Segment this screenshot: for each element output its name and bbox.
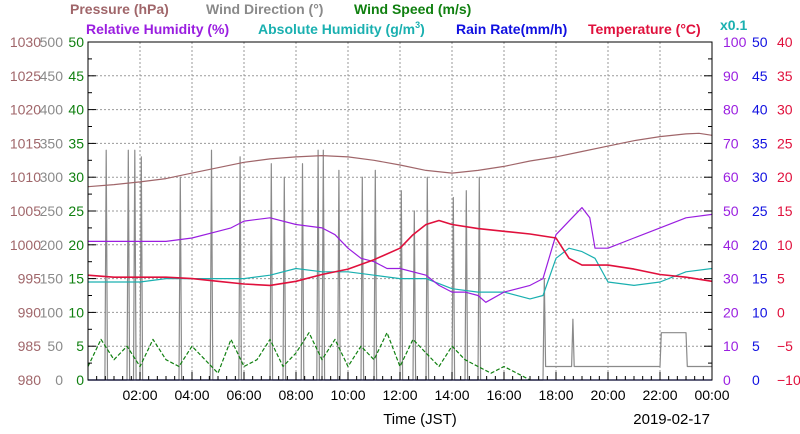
wind-speed-tick-label: 20 — [68, 237, 84, 253]
rain-rate-tick-label: 40 — [752, 102, 768, 118]
rh-tick-label: 0 — [723, 372, 731, 388]
temperature-tick-label: 15 — [777, 203, 793, 219]
x-tick-label: 08:00 — [278, 387, 313, 403]
date-label: 2019-02-17 — [633, 411, 710, 428]
wind-speed-tick-label: 30 — [68, 169, 84, 185]
wind-direction-tick-label: 400 — [40, 102, 64, 118]
legend-relative-humidity: Relative Humidity (%) — [86, 21, 229, 37]
x-tick-label: 00:00 — [694, 387, 729, 403]
wind-speed-tick-label: 45 — [68, 68, 84, 84]
x-tick-label: 20:00 — [590, 387, 625, 403]
legend-wind-direction: Wind Direction (°) — [206, 1, 323, 17]
legend-wind-speed: Wind Speed (m/s) — [354, 1, 471, 17]
legend: Pressure (hPa) Wind Direction (°) Wind S… — [70, 1, 747, 37]
wind-direction-tick-label: 450 — [40, 68, 64, 84]
series-wind-speed-m-s — [87, 332, 531, 381]
x-tick-label: 12:00 — [382, 387, 417, 403]
series-pressure-hpa — [87, 132, 713, 188]
rain-rate-tick-label: 45 — [752, 68, 768, 84]
wind-direction-tick-label: 250 — [40, 203, 64, 219]
x-tick-label: 02:00 — [122, 387, 157, 403]
wind-speed-tick-label: 5 — [76, 338, 84, 354]
rain-rate-tick-label: 50 — [752, 34, 768, 50]
wind-direction-tick-label: 100 — [40, 304, 64, 320]
x-tick-label: 22:00 — [642, 387, 677, 403]
wind-speed-tick-label: 10 — [68, 304, 84, 320]
legend-absolute-humidity-text: Absolute Humidity (g/m — [258, 21, 415, 37]
rain-rate-tick-label: 20 — [752, 237, 768, 253]
legend-rain-rate: Rain Rate(mm/h) — [456, 21, 567, 37]
temperature-tick-label: 10 — [777, 237, 793, 253]
x-tick-label: 14:00 — [434, 387, 469, 403]
pressure-tick-label: 1025 — [10, 68, 41, 84]
wind-direction-tick-label: 350 — [40, 135, 64, 151]
x-tick-label: 10:00 — [330, 387, 365, 403]
wind-direction-tick-label: 500 — [40, 34, 64, 50]
rain-rate-tick-label: 35 — [752, 135, 768, 151]
series-relative-humidity — [88, 207, 713, 303]
rh-tick-label: 90 — [723, 68, 739, 84]
rh-tick-label: 60 — [723, 169, 739, 185]
pressure-tick-label: 1015 — [10, 135, 41, 151]
rh-tick-label: 100 — [723, 34, 747, 50]
wind-direction-tick-label: 0 — [55, 372, 63, 388]
wind-direction-tick-label: 150 — [40, 271, 64, 287]
rh-tick-label: 50 — [723, 203, 739, 219]
rain-rate-tick-label: 10 — [752, 304, 768, 320]
pressure-tick-label: 1010 — [10, 169, 41, 185]
wind-speed-tick-label: 25 — [68, 203, 84, 219]
rain-rate-tick-label: 30 — [752, 169, 768, 185]
wind-speed-tick-label: 35 — [68, 135, 84, 151]
x-tick-label: 06:00 — [226, 387, 261, 403]
temperature-tick-label: 30 — [777, 102, 793, 118]
pressure-tick-label: 995 — [18, 271, 42, 287]
rh-tick-label: 20 — [723, 304, 739, 320]
pressure-tick-label: 985 — [18, 338, 42, 354]
wind-direction-tick-label: 50 — [47, 338, 63, 354]
x-axis-label: Time (JST) — [383, 411, 457, 428]
series-absolute-humidity-g-m3-x0-1 — [88, 247, 713, 300]
rh-tick-label: 10 — [723, 338, 739, 354]
temperature-tick-label: 35 — [777, 68, 793, 84]
rain-rate-tick-label: 0 — [752, 372, 760, 388]
legend-absolute-humidity-sup: 3 — [415, 20, 420, 30]
rain-rate-tick-label: 25 — [752, 203, 768, 219]
temperature-tick-label: 40 — [777, 34, 793, 50]
pressure-tick-label: 1005 — [10, 203, 41, 219]
temperature-tick-label: 20 — [777, 169, 793, 185]
series-temperature-c — [87, 219, 713, 287]
legend-pressure: Pressure (hPa) — [70, 1, 169, 17]
wind-direction-tick-label: 300 — [40, 169, 64, 185]
temperature-tick-label: −5 — [777, 338, 793, 354]
rh-tick-label: 80 — [723, 102, 739, 118]
wind-direction-tick-label: 200 — [40, 237, 64, 253]
wind-speed-tick-label: 50 — [68, 34, 84, 50]
wind-speed-tick-label: 15 — [68, 271, 84, 287]
axes-group: 02:00 04:00 06:00 08:00 10:00 12:00 14:00 16:00… — [10, 34, 800, 403]
pressure-tick-label: 1000 — [10, 237, 41, 253]
rh-tick-label: 30 — [723, 271, 739, 287]
pressure-tick-label: 980 — [18, 372, 42, 388]
x-tick-label: 18:00 — [538, 387, 573, 403]
legend-scale-note: x0.1 — [720, 17, 747, 33]
temperature-tick-label: 25 — [777, 135, 793, 151]
pressure-tick-label: 1030 — [10, 34, 41, 50]
wind-speed-tick-label: 40 — [68, 102, 84, 118]
temperature-tick-label: 0 — [777, 304, 785, 320]
legend-absolute-humidity-tail: ) — [420, 21, 425, 37]
pressure-tick-label: 1020 — [10, 102, 41, 118]
rain-rate-tick-label: 5 — [752, 338, 760, 354]
legend-absolute-humidity: Absolute Humidity (g/m3) — [258, 20, 425, 37]
wind-speed-tick-label: 0 — [76, 372, 84, 388]
rh-tick-label: 40 — [723, 237, 739, 253]
rain-rate-tick-label: 15 — [752, 271, 768, 287]
pressure-tick-label: 990 — [18, 304, 42, 320]
legend-temperature: Temperature (°C) — [588, 21, 701, 37]
temperature-tick-label: −10 — [777, 372, 800, 388]
x-tick-label: 04:00 — [174, 387, 209, 403]
rh-tick-label: 70 — [723, 135, 739, 151]
x-tick-label: 16:00 — [486, 387, 521, 403]
temperature-tick-label: 5 — [777, 271, 785, 287]
